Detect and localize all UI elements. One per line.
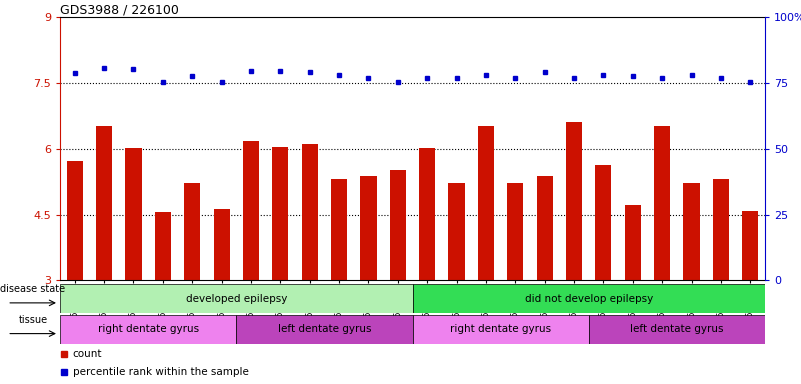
Bar [236, 315, 413, 344]
Bar [413, 284, 765, 313]
Bar [60, 315, 236, 344]
Bar [302, 144, 318, 280]
Bar [413, 315, 589, 344]
Bar [589, 315, 765, 344]
Bar [96, 126, 112, 280]
Text: tissue: tissue [18, 315, 47, 325]
Bar [214, 209, 230, 280]
Bar [419, 148, 435, 280]
Bar [683, 183, 699, 280]
Bar [566, 122, 582, 280]
Bar [272, 147, 288, 280]
Bar [507, 183, 523, 280]
Bar [449, 183, 465, 280]
Text: GDS3988 / 226100: GDS3988 / 226100 [60, 3, 179, 16]
Bar [478, 126, 494, 280]
Text: did not develop epilepsy: did not develop epilepsy [525, 293, 653, 304]
Bar [743, 211, 759, 280]
Bar [625, 205, 641, 280]
Text: right dentate gyrus: right dentate gyrus [450, 324, 551, 334]
Bar [66, 161, 83, 280]
Bar [595, 166, 611, 280]
Bar [537, 176, 553, 280]
Text: left dentate gyrus: left dentate gyrus [278, 324, 371, 334]
Text: percentile rank within the sample: percentile rank within the sample [73, 366, 248, 377]
Bar [60, 284, 413, 313]
Bar [390, 170, 406, 280]
Text: left dentate gyrus: left dentate gyrus [630, 324, 723, 334]
Bar [243, 141, 259, 280]
Bar [654, 126, 670, 280]
Bar [126, 148, 142, 280]
Bar [713, 179, 729, 280]
Text: count: count [73, 349, 103, 359]
Bar [155, 212, 171, 280]
Text: developed epilepsy: developed epilepsy [186, 293, 287, 304]
Bar [331, 179, 347, 280]
Bar [184, 183, 200, 280]
Text: right dentate gyrus: right dentate gyrus [98, 324, 199, 334]
Bar [360, 176, 376, 280]
Text: disease state: disease state [1, 284, 66, 294]
